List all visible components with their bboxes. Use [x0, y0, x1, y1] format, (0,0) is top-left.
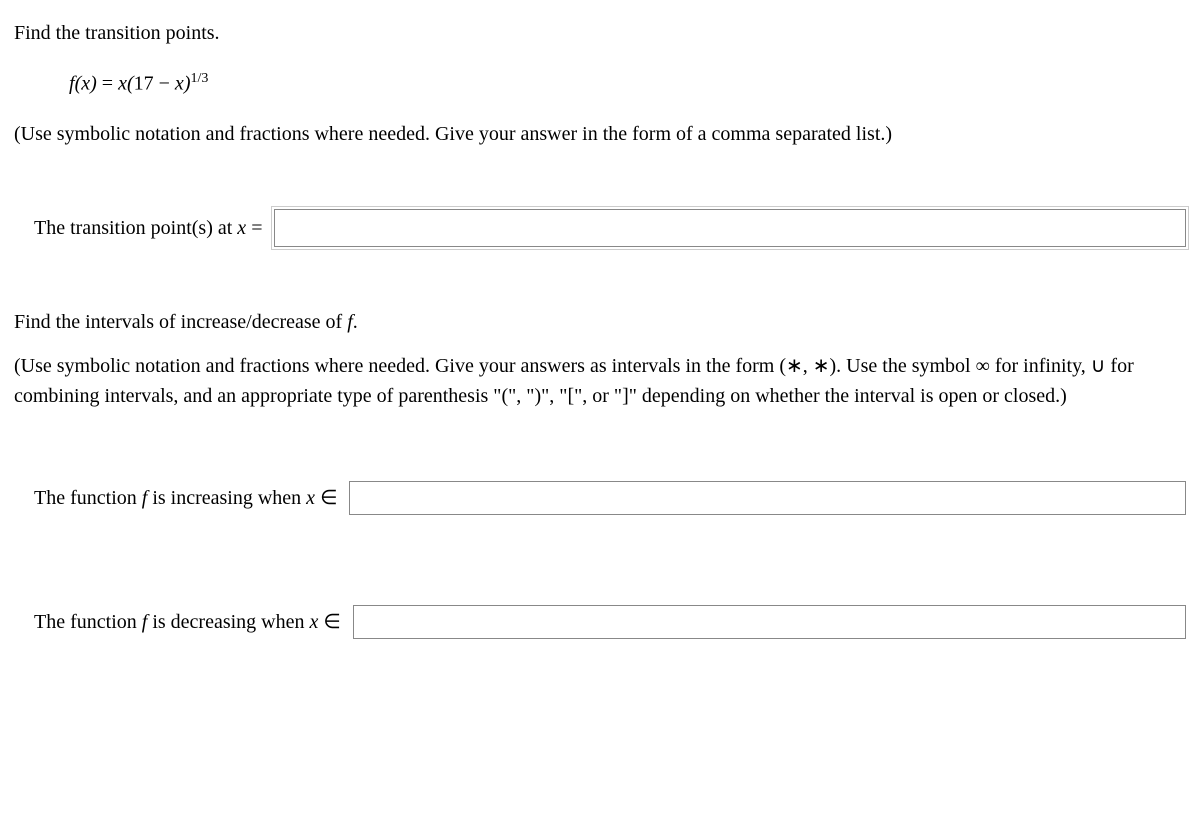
dec-pre: The function — [34, 611, 142, 633]
q1-prompt: Find the transition points. — [14, 18, 1186, 48]
q2-decrease-row: The function f is decreasing when x ∈ — [34, 605, 1186, 639]
dec-post: ∈ — [318, 611, 340, 633]
q1-formula: f(x) = x(17 − x)1/3 — [69, 68, 1186, 99]
question-2: Find the intervals of increase/decrease … — [14, 307, 1186, 639]
question-1: Find the transition points. f(x) = x(17 … — [14, 18, 1186, 247]
q1-instruction: (Use symbolic notation and fractions whe… — [14, 119, 1186, 149]
q2-prompt-post: . — [353, 311, 358, 333]
formula-group-open: ( — [127, 73, 134, 95]
q1-answer-label: The transition point(s) at x = — [34, 213, 262, 243]
inc-mid: is increasing when — [147, 487, 306, 509]
formula-exponent: 1/3 — [190, 71, 208, 86]
transition-points-input[interactable] — [274, 209, 1186, 247]
formula-paren-close: ) — [90, 73, 97, 95]
formula-x2: x — [175, 73, 184, 95]
q2-instruction: (Use symbolic notation and fractions whe… — [14, 351, 1186, 411]
q2-decrease-label: The function f is decreasing when x ∈ — [34, 607, 341, 637]
q2-increase-label: The function f is increasing when x ∈ — [34, 483, 337, 513]
decreasing-interval-input[interactable] — [353, 605, 1186, 639]
inc-post: ∈ — [315, 487, 337, 509]
q1-label-var: x — [237, 217, 246, 239]
formula-x: x — [118, 73, 127, 95]
q2-increase-row: The function f is increasing when x ∈ — [34, 481, 1186, 515]
increasing-interval-input[interactable] — [349, 481, 1186, 515]
inc-x: x — [306, 487, 315, 509]
inc-pre: The function — [34, 487, 142, 509]
q1-label-post: = — [246, 217, 262, 239]
q1-answer-row: The transition point(s) at x = — [34, 209, 1186, 247]
q2-prompt-pre: Find the intervals of increase/decrease … — [14, 311, 347, 333]
formula-17: 17 — [134, 73, 154, 95]
dec-mid: is decreasing when — [147, 611, 309, 633]
q1-label-pre: The transition point(s) at — [34, 217, 237, 239]
formula-arg: x — [81, 73, 90, 95]
q2-prompt: Find the intervals of increase/decrease … — [14, 307, 1186, 337]
